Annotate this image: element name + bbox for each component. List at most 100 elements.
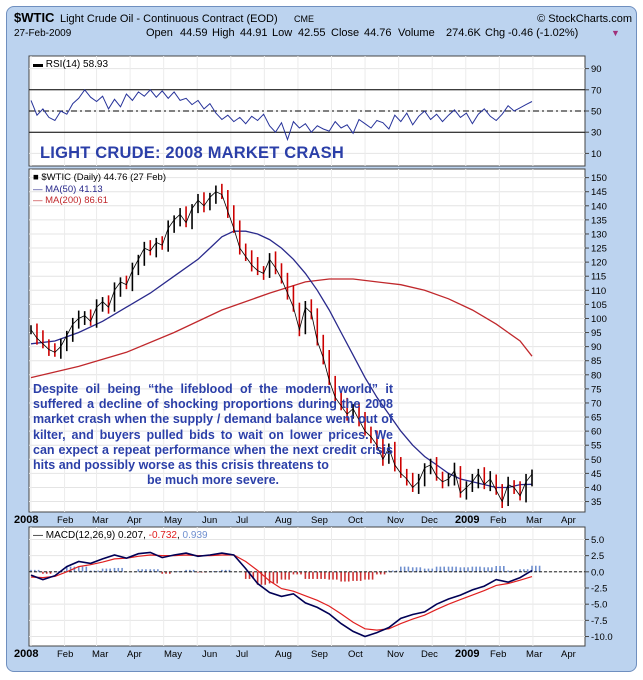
y-tick-label: 2.5 [591, 551, 604, 562]
y-tick-label: 150 [591, 173, 607, 184]
y-tick-label: -2.5 [591, 584, 607, 595]
y-tick-label: 70 [591, 398, 602, 409]
close-value: 44.76 [364, 27, 392, 39]
low-value: 42.55 [298, 27, 326, 39]
y-tick-label: 90 [591, 64, 602, 75]
rsi-lines [29, 88, 585, 142]
y-tick-label: 60 [591, 427, 602, 438]
x-tick-label: 2009 [455, 648, 479, 660]
y-tick-label: 135 [591, 215, 607, 226]
x-tick-label: Nov [387, 649, 404, 660]
price-legend-ma50: — MA(50) 41.13 [33, 184, 103, 195]
headline: LIGHT CRUDE: 2008 MARKET CRASH [40, 144, 344, 162]
macd-line [30, 551, 533, 638]
y-tick-label: -7.5 [591, 616, 607, 627]
x-tick-label: 2009 [455, 514, 479, 526]
chg-down-arrow-icon: ▼ [611, 28, 620, 38]
y-tick-label: 130 [591, 229, 607, 240]
price-ticks: 150 145 140 135 130 125 120 115 110 105 100 95 90 85 8… [585, 173, 607, 508]
y-tick-label: 45 [591, 469, 602, 480]
open-label: Open [146, 27, 173, 39]
x-tick-label: Sep [311, 649, 328, 660]
y-tick-label: 0.0 [591, 567, 604, 578]
x-tick-label: Jun [202, 515, 217, 526]
low-label: Low [272, 27, 292, 39]
x-axis-upper: 2008 Feb Mar Apr May Jun Jul Aug Sep Oct Nov Dec 200… [14, 514, 576, 526]
x-tick-label: Feb [57, 515, 73, 526]
price-panel: 150 145 140 135 130 125 120 115 110 105 100 95 90 85 8… [28, 168, 607, 513]
x-tick-label: Aug [275, 649, 292, 660]
y-tick-label: 105 [591, 300, 607, 311]
x-tick-label: Apr [561, 649, 576, 660]
y-tick-label: 50 [591, 107, 602, 118]
y-tick-label: 90 [591, 342, 602, 353]
x-tick-label: Apr [561, 515, 576, 526]
chg-value: -0.46 (-1.02%) [508, 27, 578, 39]
x-tick-label: Mar [526, 515, 542, 526]
macd-panel: 5.0 2.5 0.0 -2.5 -5.0 -7.5 -10.0 — MACD(12,26,… [28, 526, 613, 647]
ma50-line [30, 230, 533, 489]
signal-line [30, 554, 533, 631]
y-tick-label: 85 [591, 356, 602, 367]
x-tick-label: May [164, 515, 182, 526]
symbol: $WTIC [14, 10, 55, 25]
x-tick-label: Jul [236, 515, 248, 526]
volume-value: 274.6K [446, 27, 482, 39]
close-label: Close [331, 27, 359, 39]
y-tick-label: 95 [591, 328, 602, 339]
x-tick-label: 2008 [14, 648, 38, 660]
y-tick-label: 120 [591, 258, 607, 269]
rsi-ticks: 90 70 50 30 10 [585, 64, 602, 160]
y-tick-label: 125 [591, 244, 607, 255]
y-tick-label: 75 [591, 384, 602, 395]
exchange: CME [294, 14, 314, 24]
x-tick-label: Jun [202, 649, 217, 660]
y-tick-label: 145 [591, 187, 607, 198]
high-label: High [212, 27, 235, 39]
x-tick-label: Sep [311, 515, 328, 526]
y-tick-label: 30 [591, 128, 602, 139]
y-tick-label: 100 [591, 314, 607, 325]
y-tick-label: 80 [591, 370, 602, 381]
x-tick-label: Mar [526, 649, 542, 660]
instrument-name: Light Crude Oil - Continuous Contract (E… [60, 13, 278, 25]
y-tick-label: 40 [591, 483, 602, 494]
copyright: © StockCharts.com [537, 13, 632, 25]
rsi-panel: 90 70 50 30 10 ▬ RSI(14) 58.93 [28, 55, 602, 167]
y-tick-label: 115 [591, 272, 606, 283]
y-tick-label: 65 [591, 413, 602, 424]
y-tick-label: 35 [591, 497, 602, 508]
x-tick-label: Dec [421, 649, 438, 660]
y-tick-label: 10 [591, 149, 602, 160]
rsi-legend: ▬ RSI(14) 58.93 [33, 59, 108, 70]
x-tick-label: Feb [57, 649, 73, 660]
macd-ticks: 5.0 2.5 0.0 -2.5 -5.0 -7.5 -10.0 [585, 535, 613, 643]
y-tick-label: 5.0 [591, 535, 604, 546]
open-value: 44.59 [180, 27, 208, 39]
annotation-text: Despite oil being “the lifeblood of the … [33, 382, 393, 488]
macd-lines [29, 551, 585, 638]
price-legend-ma200: — MA(200) 86.61 [33, 195, 108, 206]
x-tick-label: Oct [348, 515, 363, 526]
y-tick-label: 55 [591, 441, 602, 452]
y-tick-label: -5.0 [591, 600, 607, 611]
rsi-legend-text: RSI(14) 58.93 [46, 59, 109, 70]
volume-label: Volume [398, 27, 435, 39]
ma200-line [30, 278, 533, 379]
x-tick-label: 2008 [14, 514, 38, 526]
x-tick-label: Oct [348, 649, 363, 660]
annotation-last-line: be much more severe. [146, 473, 279, 488]
y-tick-label: -10.0 [591, 632, 613, 643]
x-tick-label: Mar [92, 649, 108, 660]
x-tick-label: Mar [92, 515, 108, 526]
price-lines [30, 183, 533, 509]
x-tick-label: May [164, 649, 182, 660]
price-grid [29, 169, 585, 512]
macd-grid [29, 527, 585, 646]
price-close-line [30, 191, 533, 503]
x-tick-label: Jul [236, 649, 248, 660]
y-tick-label: 70 [591, 85, 602, 96]
high-value: 44.91 [240, 27, 268, 39]
annotation-body: Despite oil being “the lifeblood of the … [33, 382, 393, 473]
y-tick-label: 140 [591, 201, 607, 212]
